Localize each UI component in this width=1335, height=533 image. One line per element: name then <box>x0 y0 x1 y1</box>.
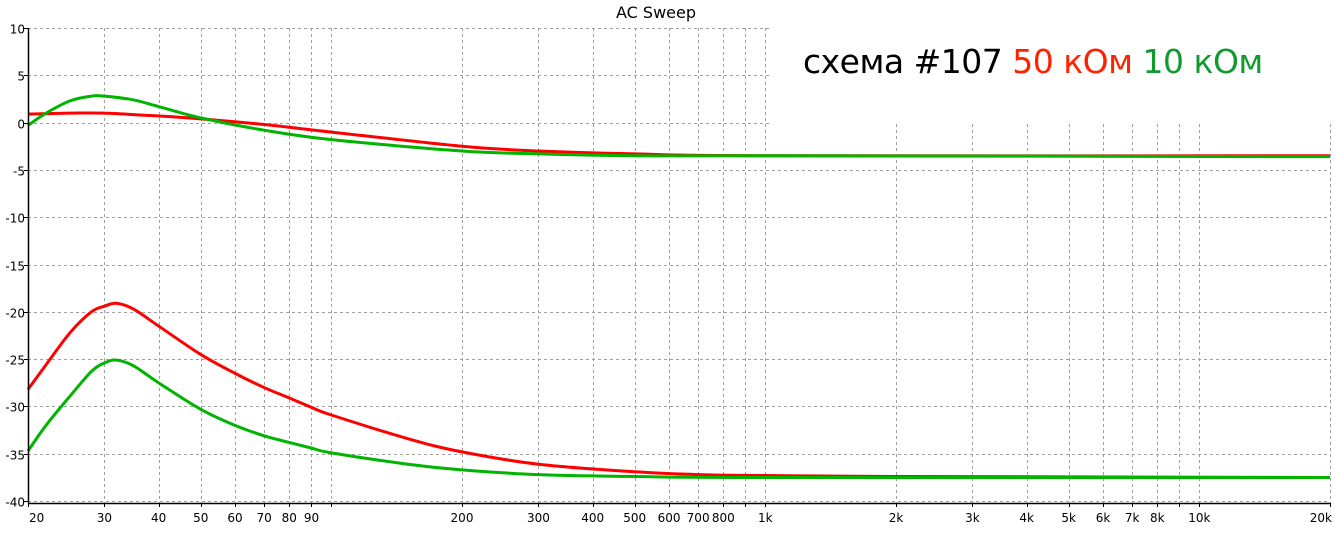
x-tick-label: 6k <box>1096 511 1111 525</box>
x-tick-label: 5k <box>1061 511 1076 525</box>
annotation-prefix: схема #107 <box>803 42 1003 81</box>
x-tick-label: 300 <box>527 511 550 525</box>
x-tick-label: 200 <box>451 511 474 525</box>
y-tick-label: -30 <box>5 401 25 415</box>
x-tick-label: 3k <box>965 511 980 525</box>
x-tick-label: 90 <box>304 511 319 525</box>
x-tick-label: 70 <box>256 511 271 525</box>
x-tick-label: 50 <box>193 511 208 525</box>
annotation-background <box>770 0 1335 124</box>
y-tick-label: 0 <box>17 118 25 132</box>
series-group <box>26 94 1331 480</box>
y-tick-label: 10 <box>10 23 25 37</box>
y-tick-label: -15 <box>5 260 25 274</box>
x-tick-label: 8k <box>1150 511 1165 525</box>
series-line-4 <box>26 358 1331 480</box>
x-tick-label: 4k <box>1019 511 1034 525</box>
grid <box>28 28 1331 503</box>
chart-title: AC Sweep <box>616 3 696 22</box>
x-tick-label: 500 <box>623 511 646 525</box>
annotation-green-label: 10 кОм <box>1142 42 1264 81</box>
x-tick-label: 1k <box>758 511 773 525</box>
x-tick-label: 80 <box>282 511 297 525</box>
y-tick-label: -25 <box>5 354 25 368</box>
series-line-2 <box>27 94 1331 159</box>
series-line-3 <box>26 301 1331 479</box>
x-tick-label: 20k <box>1310 511 1332 525</box>
x-tick-label: 10k <box>1188 511 1210 525</box>
annotation-red-label: 50 кОм <box>1012 42 1133 81</box>
x-tick-label: 20 <box>29 511 44 525</box>
y-tick-label: -10 <box>5 212 25 226</box>
x-tick-label: 600 <box>658 511 681 525</box>
y-tick-label: -20 <box>5 307 25 321</box>
x-tick-label: 60 <box>227 511 242 525</box>
y-tick-label: -40 <box>5 496 25 510</box>
x-tick-label: 400 <box>581 511 604 525</box>
x-tick-label: 40 <box>151 511 166 525</box>
x-tick-label: 7k <box>1125 511 1140 525</box>
x-tick-label: 700 <box>687 511 710 525</box>
x-tick-label: 800 <box>712 511 735 525</box>
y-tick-label: -5 <box>13 165 25 179</box>
annotation: схема #107 50 кОм 10 кОм <box>803 42 1263 81</box>
y-tick-label: -35 <box>5 449 25 463</box>
x-tick-label: 2k <box>889 511 904 525</box>
x-tick-label: 30 <box>97 511 112 525</box>
y-tick-label: 5 <box>17 70 25 84</box>
